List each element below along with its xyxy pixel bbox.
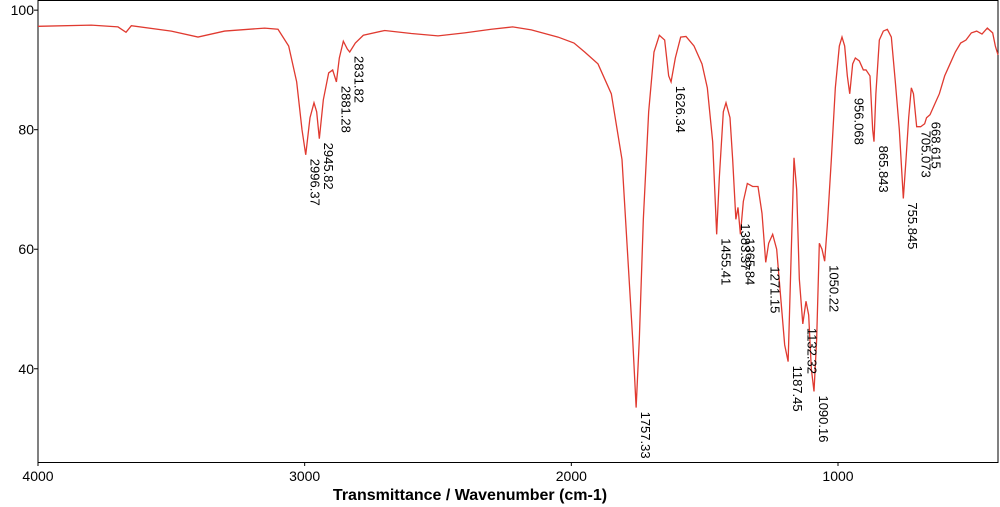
x-tick-label: 3000: [289, 468, 320, 484]
peak-label: 956.068: [852, 98, 867, 145]
peak-label: 1090.16: [816, 395, 831, 442]
peak-label: 1132.32: [805, 328, 820, 374]
peak-label: 865.843: [876, 146, 891, 193]
peak-label: 1271.15: [768, 266, 783, 313]
x-tick-label: 4000: [22, 468, 53, 484]
peak-label: 1383.37: [738, 223, 753, 270]
spectrum-line: [37, 24, 999, 408]
peak-label: 1050.22: [827, 265, 842, 312]
peak-label: 1187.45: [790, 366, 805, 412]
peak-label: 2881.28: [338, 86, 353, 133]
peak-label: 1757.33: [638, 412, 653, 459]
peak-label: 705.073: [919, 131, 934, 178]
x-tick-label: 2000: [556, 468, 587, 484]
x-tick-label: 1000: [822, 468, 853, 484]
peak-label: 2831.82: [352, 56, 367, 103]
x-axis-label: Transmittance / Wavenumber (cm-1): [333, 487, 607, 504]
peak-label: 1626.34: [673, 86, 688, 133]
peak-label: 668.615: [928, 122, 943, 169]
y-tick-label: 60: [18, 241, 34, 257]
peak-label: 755.845: [905, 202, 920, 249]
y-tick-label: 100: [11, 2, 35, 18]
y-tick-label: 40: [18, 361, 34, 377]
peak-label: 1365.84: [742, 238, 757, 285]
y-tick-label: 80: [18, 122, 34, 138]
peak-label: 2945.82: [321, 143, 336, 190]
peak-label: 2996.37: [308, 159, 323, 206]
peak-label: 1455.41: [719, 238, 734, 285]
plot-frame: [37, 0, 999, 463]
